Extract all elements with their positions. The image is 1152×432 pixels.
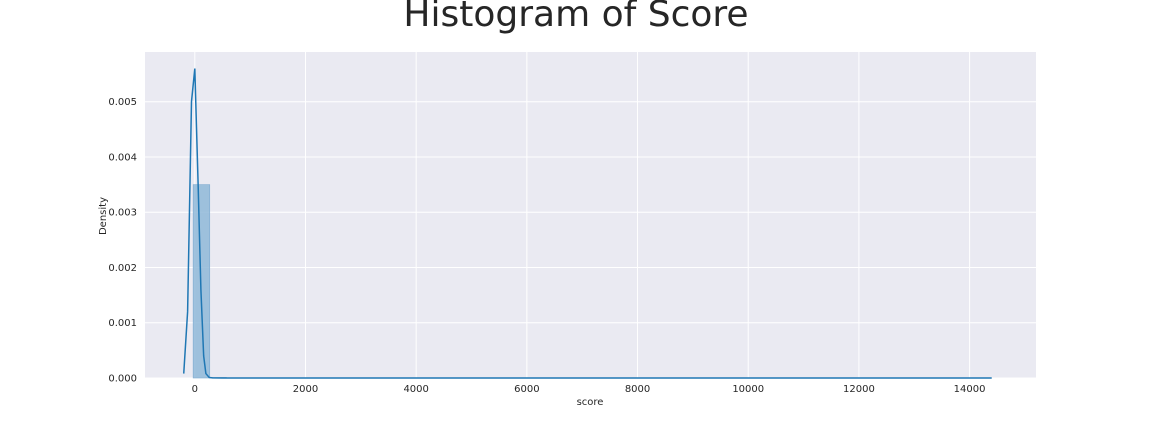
x-axis-ticks: 0 2000 4000 6000 8000 10000 12000 14000 <box>192 384 986 395</box>
chart-title: Histogram of Score <box>403 0 748 35</box>
y-tick-label: 0.002 <box>108 263 137 274</box>
x-tick-label: 0 <box>192 384 198 395</box>
y-tick-label: 0.005 <box>108 97 137 108</box>
y-axis-ticks: 0.000 0.001 0.002 0.003 0.004 0.005 <box>108 97 137 384</box>
x-tick-label: 6000 <box>514 384 539 395</box>
histogram-bar <box>192 184 211 379</box>
kde-line <box>182 68 992 379</box>
x-tick-label: 10000 <box>732 384 764 395</box>
plot-area <box>145 52 1036 378</box>
y-axis-label: Density <box>98 197 109 235</box>
x-tick-label: 12000 <box>843 384 875 395</box>
gridlines <box>145 52 1036 379</box>
y-tick-label: 0.001 <box>108 318 137 329</box>
y-tick-label: 0.004 <box>108 152 137 163</box>
x-tick-label: 14000 <box>954 384 986 395</box>
y-tick-label: 0.003 <box>108 208 137 219</box>
x-tick-label: 4000 <box>403 384 428 395</box>
x-tick-label: 2000 <box>293 384 318 395</box>
y-tick-label: 0.000 <box>108 374 137 385</box>
x-axis-label: score <box>577 397 604 408</box>
x-tick-label: 8000 <box>625 384 650 395</box>
